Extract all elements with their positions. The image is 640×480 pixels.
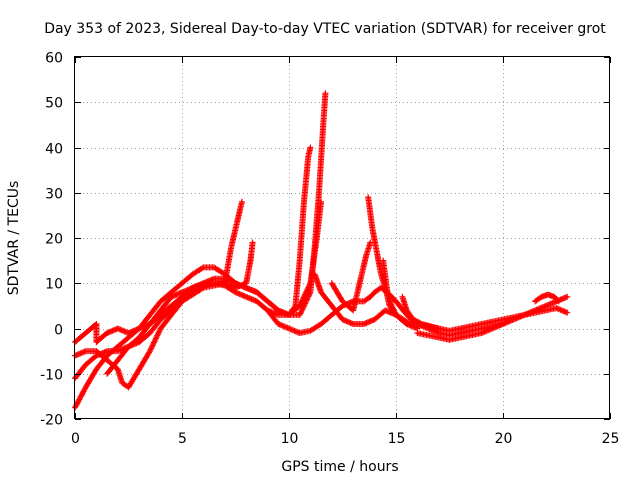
- grid-layer: [75, 57, 610, 419]
- data-point-marker: [555, 298, 562, 305]
- data-point-marker: [238, 198, 245, 205]
- series-track-k: [414, 293, 571, 343]
- y-tick-label: 10: [45, 277, 63, 293]
- series-track-l: [399, 293, 442, 332]
- y-tick-label: 0: [54, 323, 63, 339]
- x-tick-label: 10: [281, 431, 299, 447]
- data-point-marker: [417, 320, 424, 327]
- series-track-h: [328, 239, 374, 314]
- series-track-m: [532, 291, 562, 305]
- data-point-marker: [564, 293, 571, 300]
- series-track-e: [104, 239, 256, 377]
- data-point-marker: [199, 265, 206, 272]
- series-track-d: [72, 198, 245, 391]
- x-tick-label: 0: [71, 431, 80, 447]
- y-tick-label: -10: [40, 368, 63, 384]
- chart-title: Day 353 of 2023, Sidereal Day-to-day VTE…: [44, 21, 606, 37]
- y-tick-label: 40: [45, 142, 63, 158]
- data-point-marker: [403, 320, 410, 327]
- y-axis-label: SDTVAR / TECUs: [6, 181, 22, 296]
- data-point-marker: [435, 325, 442, 332]
- x-tick-label: 15: [388, 431, 406, 447]
- plot-frame: [74, 56, 610, 419]
- data-point-marker: [307, 144, 314, 151]
- y-tick-label: 60: [45, 51, 63, 67]
- data-point-marker: [249, 239, 256, 246]
- data-layer: [72, 90, 571, 411]
- x-axis-label: GPS time / hours: [281, 459, 398, 475]
- x-tick-label: 20: [495, 431, 513, 447]
- data-point-marker: [322, 90, 329, 97]
- data-point-marker: [564, 309, 571, 316]
- series-track-j: [380, 257, 410, 327]
- data-point-marker: [402, 319, 409, 326]
- data-point-marker: [318, 198, 325, 205]
- y-tick-label: 50: [45, 96, 63, 112]
- x-tick-label: 5: [178, 431, 187, 447]
- y-tick-label: 30: [45, 187, 63, 203]
- y-tick-label: -20: [40, 413, 63, 429]
- x-tick-label: 25: [602, 431, 620, 447]
- y-tick-label: 20: [45, 232, 63, 248]
- tick-layer: 0 5 10 15 20 25 -20 -10 0 10 20 30 40 50 60: [40, 51, 619, 448]
- data-point-marker: [554, 297, 561, 304]
